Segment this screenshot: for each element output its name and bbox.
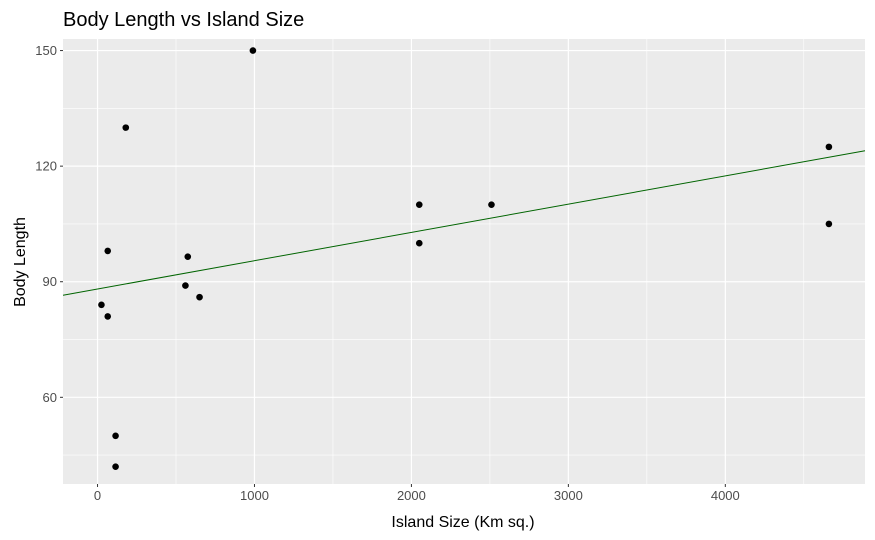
y-axis-title: Body Length <box>12 217 29 307</box>
grid-minor <box>63 39 865 484</box>
points-layer <box>98 47 833 470</box>
chart-title: Body Length vs Island Size <box>63 9 304 31</box>
trendline <box>62 150 866 296</box>
data-point <box>112 432 119 440</box>
data-point <box>104 247 112 255</box>
grid-major <box>63 39 865 484</box>
data-point <box>182 282 189 289</box>
data-point <box>112 463 119 470</box>
trendline-layer <box>62 150 866 296</box>
data-point <box>196 293 203 301</box>
x-tick-label: 4000 <box>711 488 740 503</box>
y-tick-label: 150 <box>35 43 57 58</box>
x-tick-label: 0 <box>94 488 101 503</box>
x-tick-label: 1000 <box>240 488 269 503</box>
x-tick-label: 2000 <box>397 488 426 503</box>
x-tick-label: 3000 <box>554 488 583 503</box>
x-axis-title: Island Size (Km sq.) <box>391 514 534 531</box>
data-point <box>488 201 495 208</box>
data-point <box>184 253 192 260</box>
y-tick-label: 90 <box>43 274 57 289</box>
data-point <box>104 313 112 320</box>
plot-panel <box>63 39 865 484</box>
data-point <box>98 301 105 309</box>
data-point <box>122 124 130 131</box>
y-tick-label: 120 <box>35 159 57 174</box>
data-point <box>415 201 423 208</box>
data-point <box>415 239 423 247</box>
y-axis-ticks: 60 90 120 150 <box>35 43 63 405</box>
y-tick-label: 60 <box>43 390 57 405</box>
data-point <box>825 220 833 228</box>
data-point <box>825 143 833 151</box>
x-axis-ticks: 0 1000 2000 3000 4000 <box>94 484 740 503</box>
data-point <box>249 47 257 54</box>
